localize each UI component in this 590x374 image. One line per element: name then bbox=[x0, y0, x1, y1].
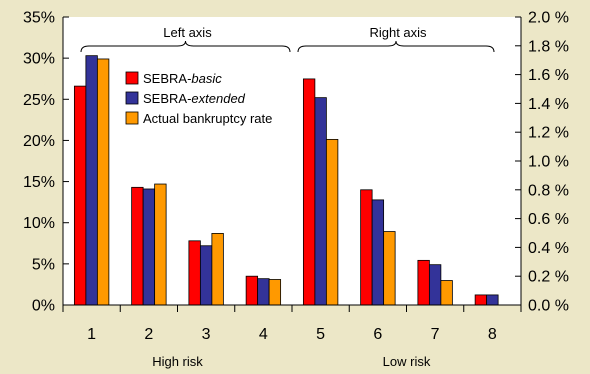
bar-series1-cat5 bbox=[302, 78, 316, 306]
bar-series3-cat6 bbox=[383, 231, 396, 306]
bar-series3-cat7 bbox=[440, 280, 453, 306]
x-tick-label: 5 bbox=[316, 326, 325, 343]
bar-series2-cat4 bbox=[257, 278, 270, 306]
right-tick-label: 0.8 % bbox=[528, 182, 569, 199]
brace-label: Right axis bbox=[369, 25, 427, 40]
right-tick-label: 0.4 % bbox=[528, 240, 569, 257]
bar-series3-cat4 bbox=[268, 279, 282, 306]
bar-series3-cat3 bbox=[211, 233, 224, 306]
bar-series3-cat2 bbox=[154, 183, 167, 306]
bar-series2-cat8 bbox=[486, 294, 499, 306]
x-tick-label: 7 bbox=[431, 326, 440, 343]
right-tick-label: 0.6 % bbox=[528, 211, 569, 228]
left-tick-label: 5% bbox=[32, 256, 55, 273]
right-tick-label: 1.8 % bbox=[528, 38, 569, 55]
right-tick-label: 1.6 % bbox=[528, 67, 569, 84]
bar-series2-cat2 bbox=[142, 188, 156, 306]
bar-series1-cat6 bbox=[360, 189, 373, 306]
x-tick-label: 2 bbox=[144, 326, 153, 343]
left-tick-label: 35% bbox=[23, 10, 55, 27]
bar-series1-cat8 bbox=[474, 294, 488, 306]
bar-series2-cat5 bbox=[314, 97, 327, 306]
bar-series1-cat1 bbox=[73, 85, 87, 306]
legend-entry: SEBRA-extended bbox=[143, 91, 246, 106]
group-label: Low risk bbox=[383, 354, 431, 369]
left-tick-label: 0% bbox=[32, 298, 55, 315]
right-tick-label: 0.0 % bbox=[528, 298, 569, 315]
x-tick-label: 3 bbox=[202, 326, 211, 343]
legend: SEBRA-basic SEBRA-extended Actual bankrupt… bbox=[125, 71, 272, 126]
x-tick-label: 1 bbox=[87, 326, 96, 343]
legend-swatch bbox=[125, 71, 139, 85]
bar-series2-cat1 bbox=[85, 55, 98, 306]
left-tick-label: 10% bbox=[23, 215, 55, 232]
left-tick-label: 20% bbox=[23, 133, 55, 150]
axes-layer: 0% 5% 10% 15% 20% 25% 30% 35% 0.0 % 0.2 % 0.4 % 0.6… bbox=[23, 10, 569, 370]
legend-swatch bbox=[125, 91, 139, 105]
axis-brace bbox=[297, 40, 495, 53]
legend-swatch bbox=[125, 111, 139, 125]
bar-series1-cat2 bbox=[131, 186, 144, 306]
legend-entry: SEBRA-basic bbox=[143, 71, 222, 86]
right-tick-label: 0.2 % bbox=[528, 269, 569, 286]
bar-series1-cat3 bbox=[188, 240, 201, 306]
bar-series1-cat4 bbox=[245, 275, 259, 306]
right-tick-label: 2.0 % bbox=[528, 10, 569, 27]
bar-series3-cat1 bbox=[96, 58, 110, 306]
bar-series2-cat7 bbox=[428, 264, 442, 306]
x-tick-label: 6 bbox=[373, 326, 382, 343]
bar-series2-cat6 bbox=[371, 199, 385, 306]
left-tick-label: 15% bbox=[23, 174, 55, 191]
x-tick-label: 8 bbox=[488, 326, 497, 343]
brace-label: Left axis bbox=[163, 25, 212, 40]
x-tick-label: 4 bbox=[259, 326, 268, 343]
group-label: High risk bbox=[152, 354, 203, 369]
axis-brace bbox=[80, 40, 291, 53]
left-tick-label: 25% bbox=[23, 92, 55, 109]
right-tick-label: 1.0 % bbox=[528, 154, 569, 171]
bar-series2-cat3 bbox=[199, 245, 213, 306]
legend-entry: Actual bankruptcy rate bbox=[143, 111, 272, 126]
right-tick-label: 1.4 % bbox=[528, 96, 569, 113]
right-tick-label: 1.2 % bbox=[528, 125, 569, 142]
braces-layer: Left axis Right axis bbox=[80, 25, 495, 53]
left-tick-label: 30% bbox=[23, 51, 55, 68]
bar-series3-cat5 bbox=[325, 138, 339, 306]
bar-series1-cat7 bbox=[417, 259, 430, 306]
